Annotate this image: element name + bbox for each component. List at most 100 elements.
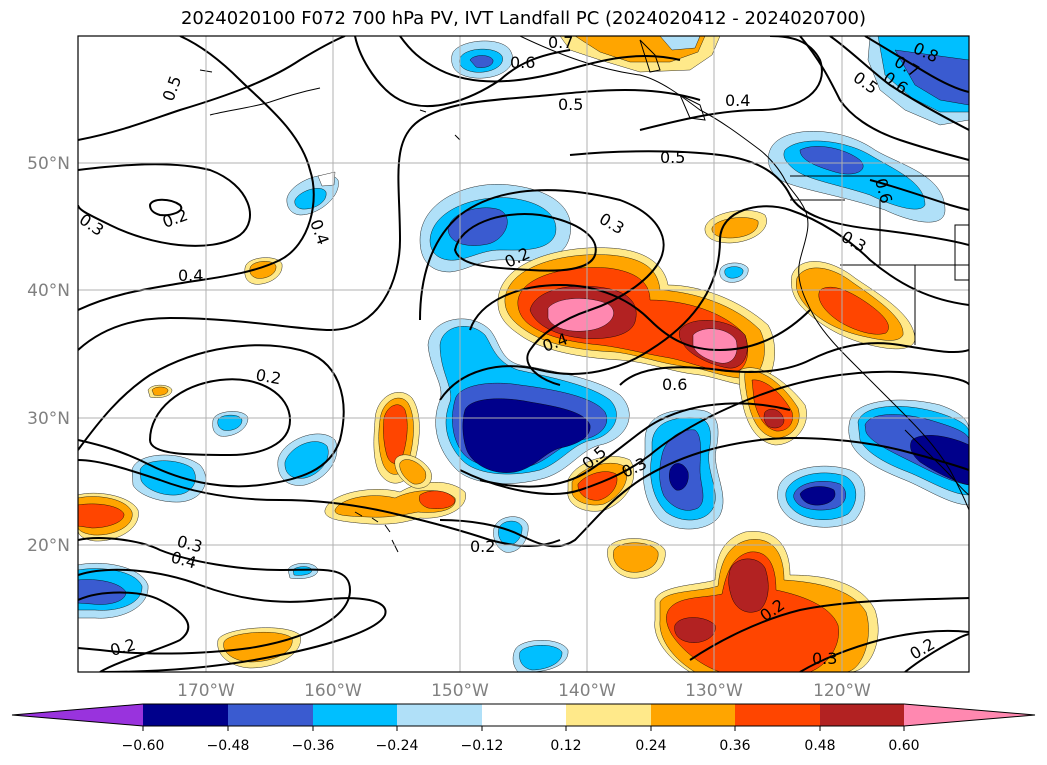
colorbar-tick-label: 0.60	[888, 738, 919, 754]
lon-label: 120°W	[813, 681, 871, 701]
contour-line	[799, 629, 969, 672]
shade-blob	[894, 49, 969, 106]
contour-line	[439, 437, 969, 548]
shade-blob	[78, 503, 125, 529]
state-line-4	[954, 224, 969, 281]
contour-line	[799, 36, 969, 161]
island-a	[639, 39, 661, 73]
colorbar-extend-left	[12, 704, 143, 726]
pc-shading	[78, 36, 969, 672]
contour-line	[439, 205, 969, 401]
colorbar-tick-label: 0.24	[635, 738, 666, 754]
contour-line	[78, 163, 251, 247]
contour-label: 0.4	[178, 266, 203, 285]
contour-line	[78, 568, 387, 672]
contour-label: 0.6	[662, 375, 687, 394]
hawaii	[354, 511, 399, 553]
shade-blob	[669, 463, 689, 491]
colorbar-tick-label: −0.12	[461, 738, 504, 754]
contour-line	[864, 36, 969, 93]
contour-line	[619, 342, 969, 386]
contour-line	[453, 213, 597, 272]
shade-blob	[151, 386, 169, 396]
lat-label: 40°N	[27, 281, 70, 301]
island-b	[678, 93, 706, 121]
colorbar-segment	[313, 704, 397, 726]
lat-label: 20°N	[27, 536, 70, 556]
colorbar-tick-label: −0.36	[292, 738, 335, 754]
contour-label: 0.7	[548, 33, 573, 52]
shade-blob	[469, 55, 494, 68]
contour-line	[78, 344, 345, 488]
shade-blob	[674, 617, 716, 643]
colorbar-segment	[482, 704, 566, 726]
contour-line	[904, 633, 969, 672]
shade-blob	[728, 558, 769, 613]
lon-label: 150°W	[431, 681, 489, 701]
map-area: 0.7 0.6 0.5 0.4 0.5 0.8 0.7 0.6 0.5 0.5 …	[78, 33, 969, 672]
shade-blob	[498, 520, 523, 546]
colorbar-tick-label: 0.36	[719, 738, 750, 754]
lon-label: 140°W	[558, 681, 616, 701]
contour-label: 0.2	[254, 365, 282, 388]
colorbar-tick-label: −0.48	[207, 738, 250, 754]
colorbar-segment	[651, 704, 735, 726]
contour-line	[869, 179, 969, 211]
shade-blob	[711, 217, 759, 239]
contour-line	[689, 597, 969, 661]
aleutian-chain	[209, 87, 321, 116]
shade-blob	[799, 486, 836, 506]
lat-label: 50°N	[27, 154, 70, 174]
colorbar-tick-label: −0.24	[376, 738, 419, 754]
longitude-labels: 170°W 160°W 150°W 140°W 130°W 120°W	[177, 681, 871, 701]
shade-blob	[399, 459, 427, 485]
map-frame	[77, 35, 970, 673]
shade-blob	[519, 645, 563, 671]
contour-line	[78, 36, 346, 141]
shade-blob	[818, 286, 889, 335]
contour-line	[354, 36, 571, 108]
map-title: 2024020100 F072 700 hPa PV, IVT Landfall…	[180, 8, 867, 29]
lon-label: 170°W	[177, 681, 235, 701]
contour-line	[148, 198, 183, 217]
colorbar-extend-right	[904, 704, 1035, 726]
contour-label: 0.2	[470, 537, 495, 556]
contour-line	[78, 459, 561, 547]
lon-label: 130°W	[685, 681, 743, 701]
contour-label: 0.3	[812, 649, 837, 668]
colorbar-segment	[397, 704, 482, 726]
latitude-labels: 50°N 40°N 30°N 20°N	[27, 154, 70, 556]
contour-label: 0.5	[558, 95, 583, 114]
colorbar-segment	[143, 704, 228, 726]
contour-line	[399, 36, 681, 83]
colorbar-tick-label: 0.12	[550, 738, 581, 754]
shade-blob	[724, 266, 744, 279]
colorbar-segment	[735, 704, 820, 726]
map-background	[78, 36, 969, 672]
graticule	[78, 36, 969, 672]
colorbar-ticks	[142, 726, 905, 731]
contour-line	[459, 370, 969, 495]
contour-line	[78, 591, 190, 672]
shade-blob	[462, 398, 591, 473]
shade-blob	[692, 328, 738, 364]
colorbar-segment	[820, 704, 904, 726]
shade-blob	[419, 490, 456, 509]
shade-blob	[613, 542, 659, 573]
colorbar-segment	[566, 704, 651, 726]
shade-blob	[217, 414, 243, 431]
shade-blob	[294, 188, 327, 210]
contour-line	[829, 36, 969, 131]
pv-contours	[78, 36, 969, 672]
contour-label: 0.5	[660, 148, 685, 167]
shade-blob	[317, 171, 336, 187]
shade-blob	[763, 409, 785, 429]
colorbar-tick-label: −0.60	[122, 738, 165, 754]
lat-label: 30°N	[27, 409, 70, 429]
contour-line	[479, 402, 791, 488]
alaska-coast	[519, 36, 969, 511]
colorbar-tick-label: 0.48	[804, 738, 835, 754]
contour-label: 0.6	[510, 53, 535, 72]
shade-blob	[659, 36, 701, 51]
contour-line	[78, 36, 315, 311]
